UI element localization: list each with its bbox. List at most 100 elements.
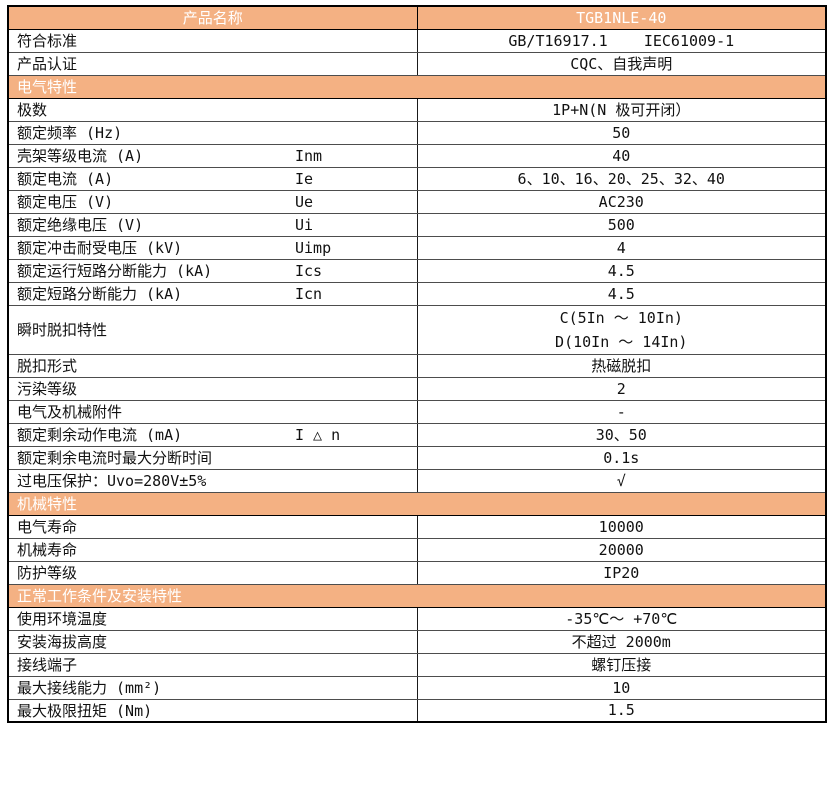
spec-row: 额定电压 (V) Ue AC230 [7,189,827,214]
spec-row: 额定短路分断能力 (kA) Icn 4.5 [7,281,827,306]
spec-row: 使用环境温度 -35℃～ +70℃ [7,606,827,631]
spec-label-cell: 额定冲击耐受电压 (kV) Uimp [7,235,418,260]
spec-row: 防护等级 IP20 [7,560,827,585]
spec-label-cell: 额定剩余电流时最大分断时间 [7,445,418,470]
spec-label: 额定运行短路分断能力 (kA) [17,262,213,280]
section-title: 机械特性 [7,491,827,516]
spec-value-cell: - [416,399,827,424]
spec-label: 机械寿命 [17,541,78,559]
spec-symbol: I △ n [295,425,341,444]
spec-value-cell: 10 [416,675,827,700]
spec-label: 接线端子 [17,656,78,674]
spec-table: 产品名称 TGB1NLE-40 符合标准 GB/T16917.1 IEC61009-1… [7,5,827,723]
spec-row: 最大接线能力 (mm²) 10 [7,675,827,700]
section-title: 电气特性 [7,74,827,99]
spec-row: 额定剩余动作电流 (mA) I △ n 30、50 [7,422,827,447]
spec-label-cell: 最大极限扭矩 (Nm) [7,698,418,723]
section-row: 机械特性 [7,491,827,516]
spec-value-cell: 4 [416,235,827,260]
spec-row: 电气及机械附件 - [7,399,827,424]
spec-label-cell: 额定剩余动作电流 (mA) I △ n [7,422,418,447]
spec-value-cell: 6、10、16、20、25、32、40 [416,166,827,191]
spec-value-cell: 4.5 [416,258,827,283]
spec-row: 额定绝缘电压 (V) Ui 500 [7,212,827,237]
spec-label: 脱扣形式 [17,357,78,375]
spec-value-cell: 螺钉压接 [416,652,827,677]
spec-table-body: 产品名称 TGB1NLE-40 符合标准 GB/T16917.1 IEC61009-1… [7,5,827,723]
spec-label: 符合标准 [17,32,78,50]
spec-label-cell: 污染等级 [7,376,418,401]
spec-label: 额定冲击耐受电压 (kV) [17,239,183,257]
spec-value-cell: √ [416,468,827,493]
product-name-header: 产品名称 [7,5,418,30]
spec-value-cell: 20000 [416,537,827,562]
spec-row: 接线端子 螺钉压接 [7,652,827,677]
spec-label-cell: 最大接线能力 (mm²) [7,675,418,700]
product-model-header: TGB1NLE-40 [416,5,827,30]
spec-value-cell: 1.5 [416,698,827,723]
spec-row: 符合标准 GB/T16917.1 IEC61009-1 [7,28,827,53]
spec-symbol: Icn [295,284,323,303]
spec-value-cell: AC230 [416,189,827,214]
spec-row: 极数 1P+N(N 极可开闭） [7,97,827,122]
spec-label: 安装海拔高度 [17,633,108,651]
spec-value-cell: 500 [416,212,827,237]
spec-value-cell: 0.1s [416,445,827,470]
spec-value-cell: C(5In ～ 10In) D(10In ～ 14In) [416,304,827,355]
spec-value-line: D(10In ～ 14In) [555,332,688,351]
spec-label: 额定电压 (V) [17,193,114,211]
spec-label: 最大接线能力 (mm²) [17,679,162,697]
spec-row: 额定频率 (Hz) 50 [7,120,827,145]
spec-value-cell: -35℃～ +70℃ [416,606,827,631]
spec-label: 额定绝缘电压 (V) [17,216,144,234]
spec-row: 污染等级 2 [7,376,827,401]
spec-label-cell: 脱扣形式 [7,353,418,378]
spec-label-cell: 防护等级 [7,560,418,585]
spec-label-cell: 安装海拔高度 [7,629,418,654]
spec-row: 机械寿命 20000 [7,537,827,562]
spec-value-cell: 10000 [416,514,827,539]
spec-row: 最大极限扭矩 (Nm) 1.5 [7,698,827,723]
spec-value-cell: 50 [416,120,827,145]
spec-row: 过电压保护：Uvo=280V±5% √ [7,468,827,493]
spec-label-cell: 产品认证 [7,51,418,76]
spec-label-cell: 极数 [7,97,418,122]
spec-row: 安装海拔高度 不超过 2000m [7,629,827,654]
spec-symbol: Ui [295,215,314,234]
spec-label: 额定电流 (A) [17,170,114,188]
spec-row: 额定电流 (A) Ie 6、10、16、20、25、32、40 [7,166,827,191]
spec-label: 额定短路分断能力 (kA) [17,285,183,303]
spec-label-cell: 使用环境温度 [7,606,418,631]
spec-label: 瞬时脱扣特性 [17,321,108,339]
spec-label: 壳架等级电流 (A) [17,147,144,165]
spec-value-line: C(5In ～ 10In) [559,308,683,327]
spec-label: 极数 [17,101,48,119]
product-spec-sheet: 产品名称 TGB1NLE-40 符合标准 GB/T16917.1 IEC61009-1… [7,5,827,723]
spec-symbol: Ics [295,261,323,280]
title-row: 产品名称 TGB1NLE-40 [7,5,827,30]
spec-label: 电气及机械附件 [17,403,123,421]
spec-value-cell: 不超过 2000m [416,629,827,654]
section-title: 正常工作条件及安装特性 [7,583,827,608]
spec-label: 使用环境温度 [17,610,108,628]
spec-label: 过电压保护：Uvo=280V±5% [17,472,207,490]
section-row: 正常工作条件及安装特性 [7,583,827,608]
spec-row: 电气寿命 10000 [7,514,827,539]
spec-row: 额定运行短路分断能力 (kA) Ics 4.5 [7,258,827,283]
spec-symbol: Ue [295,192,314,211]
spec-label-cell: 瞬时脱扣特性 [7,304,418,355]
spec-label: 产品认证 [17,55,78,73]
spec-value-cell: 4.5 [416,281,827,306]
spec-label: 最大极限扭矩 (Nm) [17,701,153,720]
spec-label: 防护等级 [17,564,78,582]
spec-label-cell: 电气及机械附件 [7,399,418,424]
spec-symbol: Uimp [295,238,332,257]
spec-row: 壳架等级电流 (A) Inm 40 [7,143,827,168]
spec-label-cell: 机械寿命 [7,537,418,562]
spec-value-cell: 40 [416,143,827,168]
spec-label-cell: 过电压保护：Uvo=280V±5% [7,468,418,493]
spec-symbol: Ie [295,169,314,188]
spec-row: 额定剩余电流时最大分断时间 0.1s [7,445,827,470]
spec-value-cell: 1P+N(N 极可开闭） [416,97,827,122]
spec-label-cell: 符合标准 [7,28,418,53]
